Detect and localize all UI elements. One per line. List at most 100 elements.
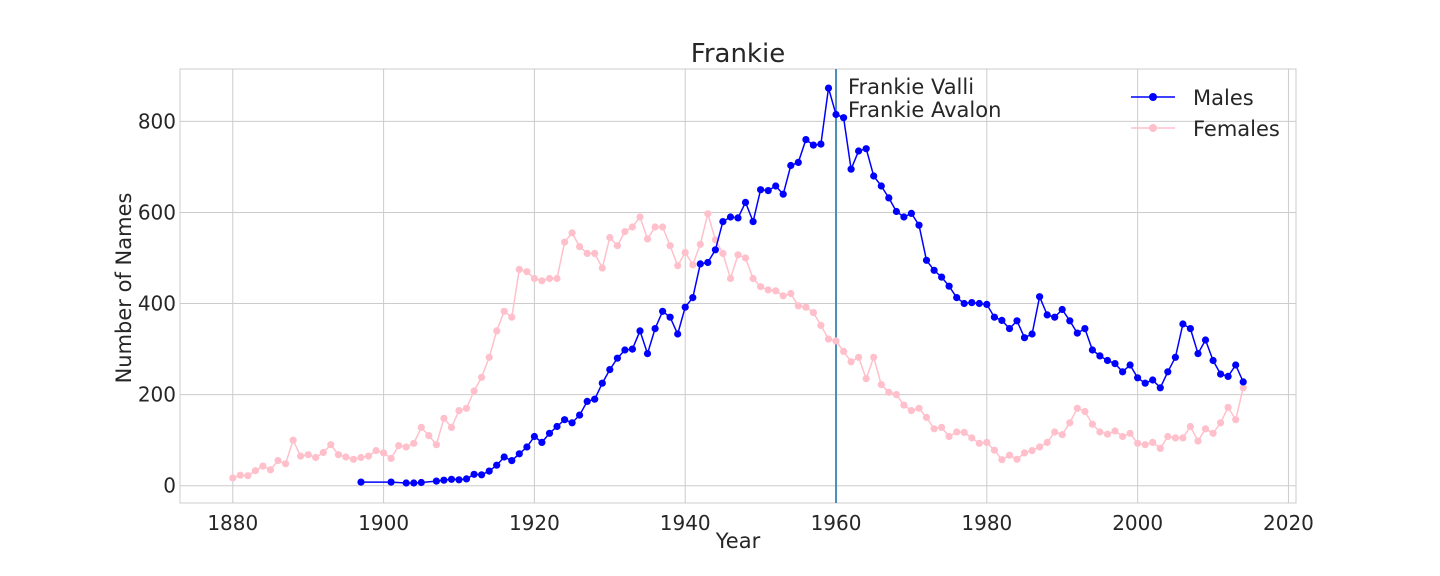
data-point-males [696,260,704,268]
data-point-females [855,353,863,361]
data-point-females [289,436,297,444]
data-point-females [402,443,410,451]
data-point-females [998,456,1006,464]
x-tick-label: 1940 [660,511,711,535]
data-point-females [1209,429,1217,437]
data-point-males [1141,379,1149,387]
data-point-females [1232,416,1240,424]
data-point-females [938,423,946,431]
data-point-males [1209,356,1217,365]
data-point-males [1224,372,1232,380]
data-point-females [380,449,388,457]
data-point-males [1020,334,1029,342]
data-point-females [870,353,878,361]
data-point-females [651,223,659,231]
data-point-males [659,307,667,315]
data-point-males [1156,384,1164,392]
data-point-males [1036,293,1044,301]
data-point-males [493,461,501,469]
tick-labels: 1880 1900 1920 1940 1960 1980 2000 2020 0 200 400 6… [138,109,1314,535]
data-point-males [847,165,855,173]
data-point-females [749,274,757,283]
data-point-males [749,218,757,226]
data-point-females [719,249,727,257]
legend-females-marker [1149,124,1157,132]
data-point-females [304,451,312,459]
data-point-females [628,223,637,231]
data-point-females [364,452,373,460]
data-point-females [576,243,584,251]
data-point-males [1201,336,1210,344]
x-tick-label: 1920 [509,511,560,535]
x-tick-label: 1960 [811,511,862,535]
data-point-females [1103,430,1112,438]
data-point-males [787,161,795,170]
x-tick-label: 1980 [961,511,1012,535]
data-point-females [1013,455,1021,463]
data-point-males [764,187,772,195]
data-point-females [1028,447,1036,455]
data-point-males [447,475,456,483]
series-males [357,84,1247,487]
data-point-females [470,387,478,395]
data-point-females [1239,384,1247,392]
data-point-males [606,366,614,374]
data-point-males [1028,330,1036,338]
data-point-females [772,287,780,295]
data-point-males [877,182,885,190]
data-point-females [447,423,456,431]
data-point-females [1066,419,1074,427]
data-point-males [817,140,825,148]
data-point-males [953,294,961,302]
data-point-females [553,274,561,283]
data-point-females [561,238,569,246]
data-point-females [266,466,275,474]
data-point-males [998,316,1006,324]
data-point-males [794,158,802,166]
data-point-males [824,84,833,92]
data-point-males [726,213,735,221]
plot-frame [179,68,1297,504]
data-point-males [674,330,682,338]
data-point-females [1194,437,1202,445]
data-point-females [953,428,961,436]
data-point-females [327,441,335,449]
data-point-males [772,182,780,190]
data-point-females [1141,441,1149,449]
data-point-males [410,479,418,487]
data-point-males [983,300,991,308]
data-point-males [938,273,946,281]
data-point-males [1096,352,1104,360]
data-point-females [975,439,983,447]
data-point-males [779,190,787,198]
data-point-females [515,265,523,273]
data-point-males [462,475,471,483]
data-point-males [1103,356,1112,365]
data-point-females [674,262,682,270]
data-point-males [960,299,968,308]
data-point-males [508,457,516,465]
data-point-males [636,327,644,335]
data-point-females [990,446,999,454]
data-point-females [968,434,976,442]
series [229,84,1247,487]
data-point-males [689,294,697,302]
data-point-males [387,478,395,486]
x-tick-label: 1900 [358,511,409,535]
data-point-females [312,453,320,462]
data-point-males [1043,311,1051,319]
y-tick-label: 600 [138,200,176,224]
data-point-males [500,453,508,461]
data-point-males [915,221,923,229]
annotation-avalon: Frankie Avalon [848,98,1001,122]
data-point-males [591,395,599,403]
data-point-females [440,414,448,422]
data-point-males [643,350,652,358]
y-tick-label: 400 [138,292,176,316]
data-point-males [357,478,365,486]
data-point-females [462,404,471,412]
data-point-females [508,313,516,321]
data-point-females [824,335,833,343]
data-point-females [1111,427,1119,435]
data-point-females [877,381,885,389]
